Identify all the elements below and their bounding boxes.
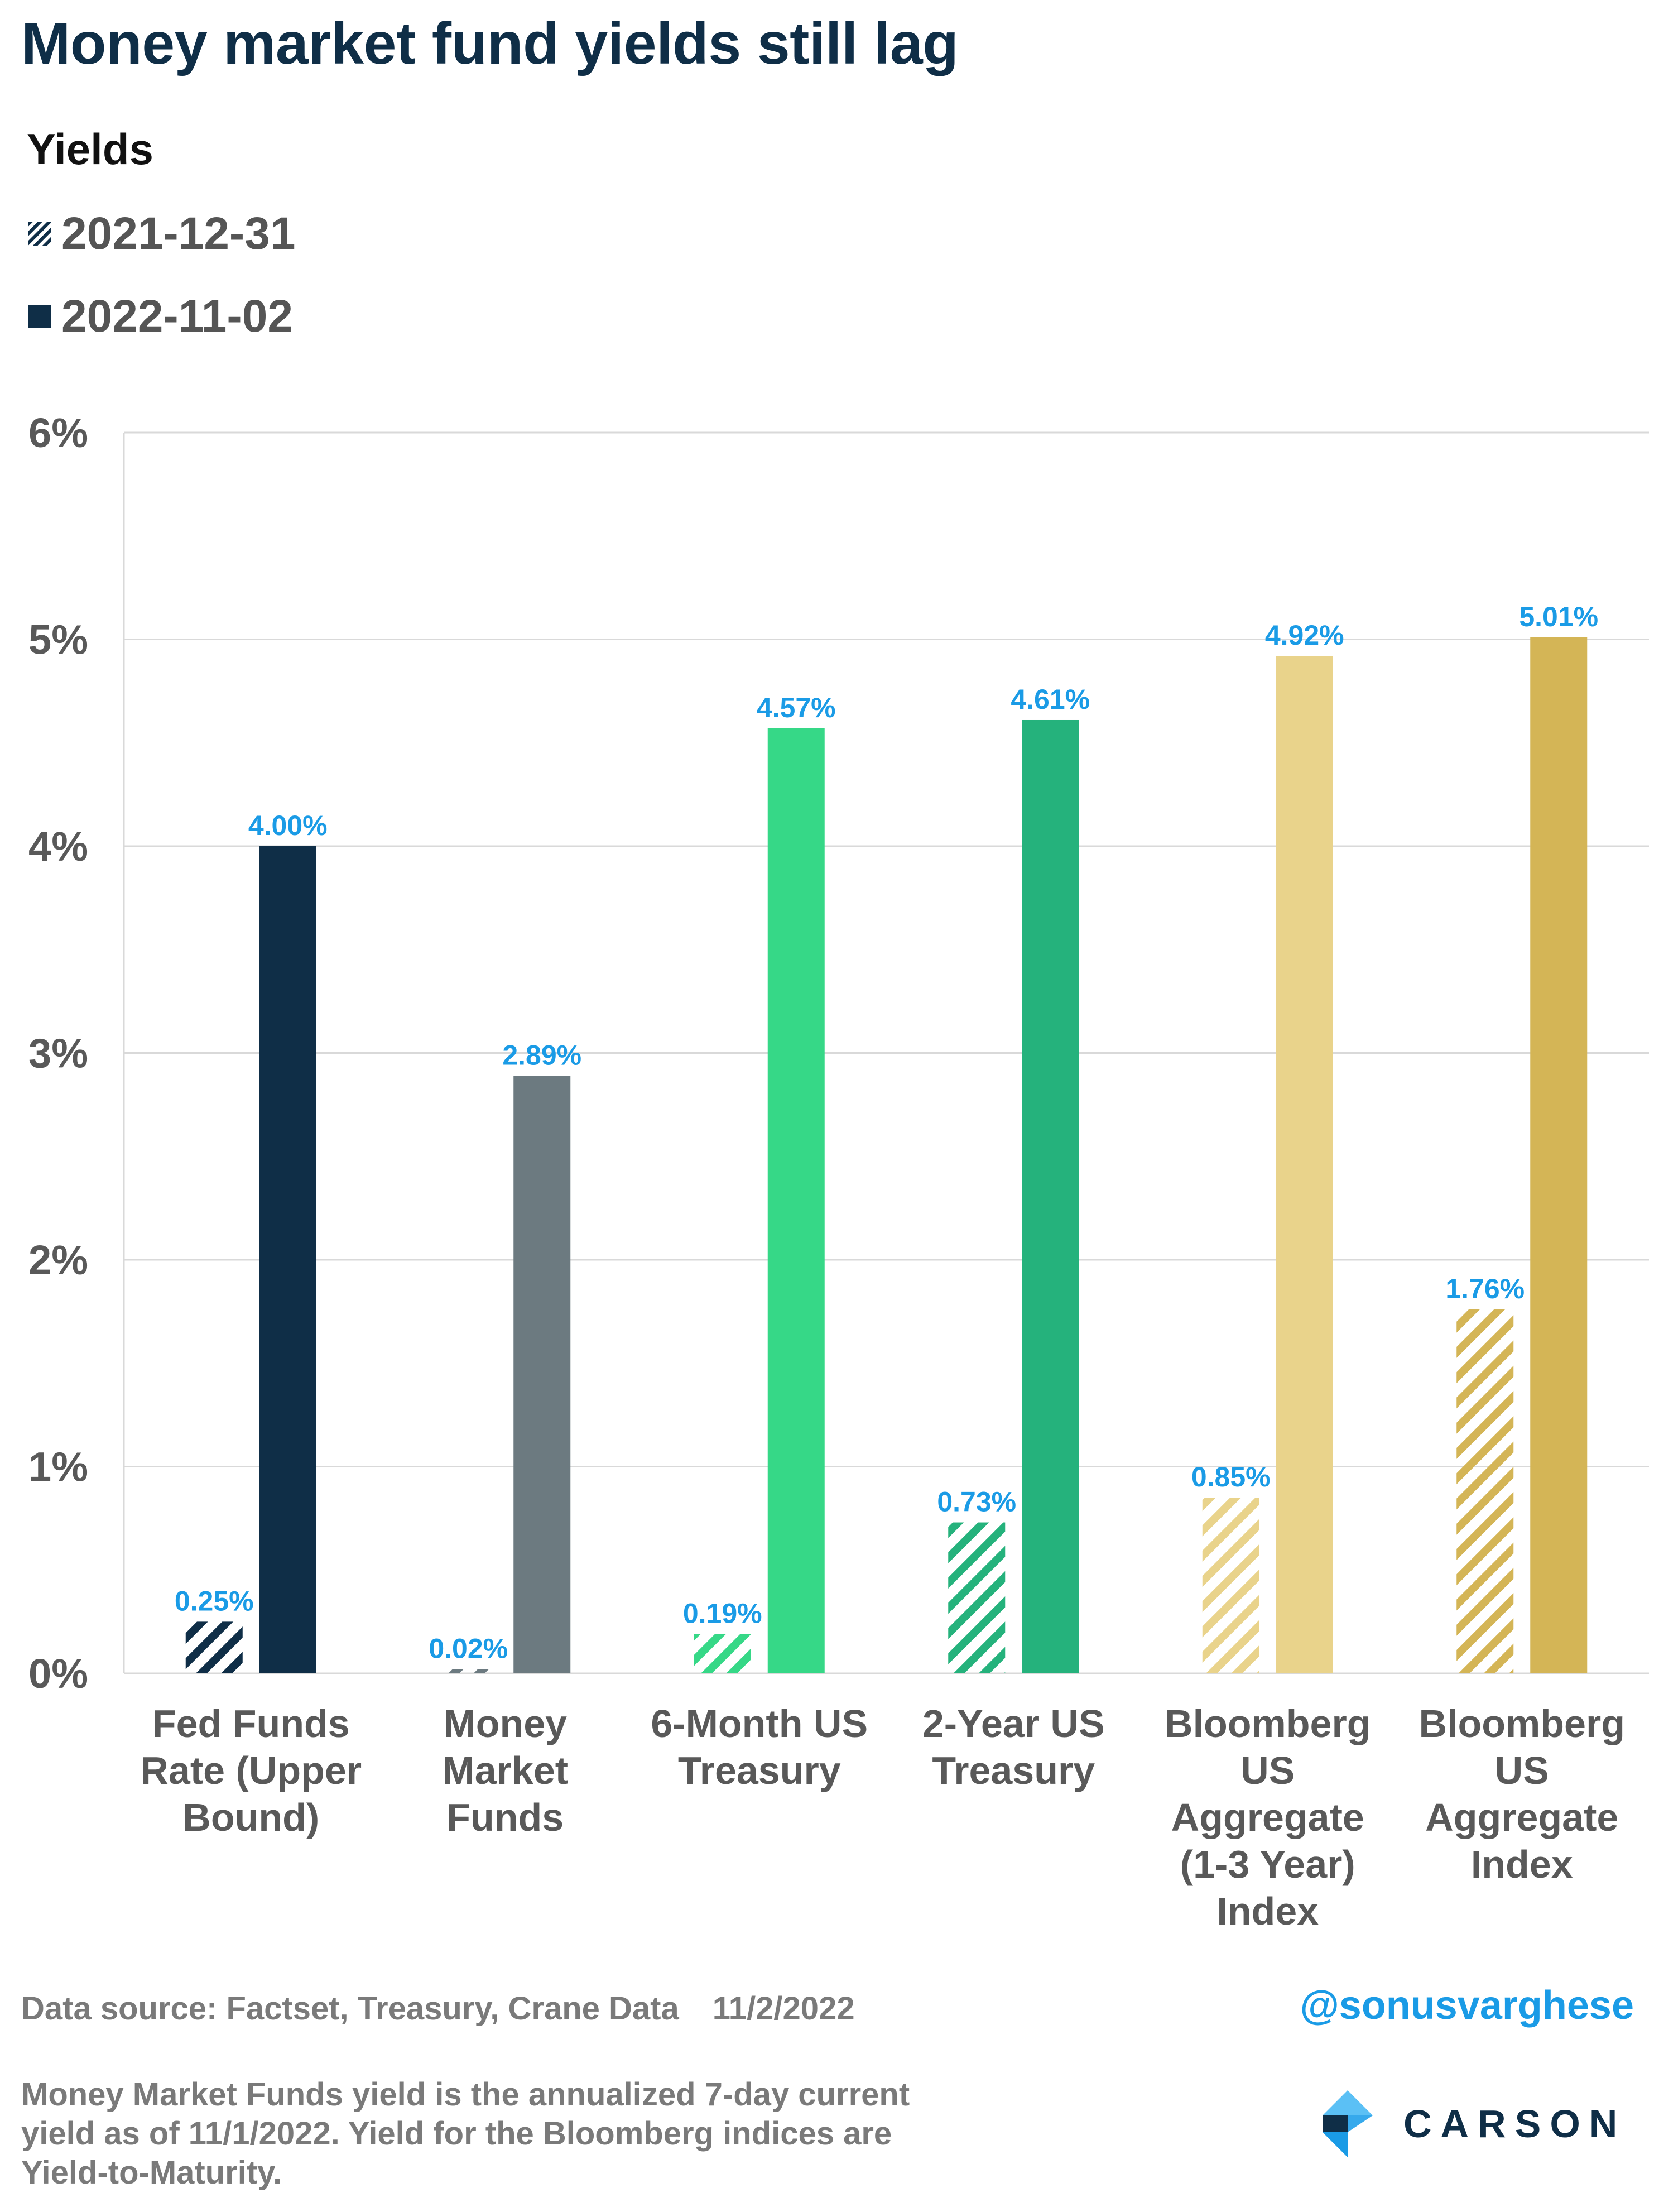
x-category-label: Fed Funds Rate (Upper Bound) xyxy=(140,1702,362,1839)
bar-2022 xyxy=(1276,656,1333,1673)
legend-label-2021: 2021-12-31 xyxy=(61,208,296,259)
footnote: Money Market Funds yield is the annualiz… xyxy=(21,2076,910,2191)
x-category-label: Money Market Funds xyxy=(442,1702,568,1839)
x-category-line: Index xyxy=(1471,1842,1573,1886)
logo-text: CARSON xyxy=(1403,2102,1627,2146)
y-tick-label: 5% xyxy=(28,617,88,663)
bar-2022 xyxy=(767,728,825,1673)
y-tick-label: 0% xyxy=(28,1650,88,1697)
bar-2022 xyxy=(259,846,316,1673)
value-label: 4.61% xyxy=(1011,684,1090,715)
bar-2021 xyxy=(948,1522,1006,1673)
bar-2021 xyxy=(1456,1309,1514,1673)
value-label: 0.85% xyxy=(1191,1461,1271,1493)
y-axis-ticks: 0% 1% 2% 3% 4% 5% 6% xyxy=(28,410,88,1697)
value-label: 4.57% xyxy=(757,692,836,723)
x-category-line: 6-Month US xyxy=(651,1702,868,1745)
x-axis-categories: Fed Funds Rate (Upper Bound) Money Market Fun… xyxy=(140,1702,1625,1933)
y-tick-label: 4% xyxy=(28,823,88,870)
x-category-line: Bloomberg xyxy=(1419,1702,1625,1745)
bars xyxy=(185,637,1588,1673)
bar-2021 xyxy=(1202,1498,1259,1673)
y-tick-label: 2% xyxy=(28,1237,88,1283)
x-category-line: Treasury xyxy=(678,1749,841,1792)
chart-subtitle: Yields xyxy=(27,124,153,174)
solid-swatch-icon xyxy=(28,305,51,328)
x-category-line: Market xyxy=(442,1749,568,1792)
value-label: 1.76% xyxy=(1445,1273,1525,1304)
x-category-label: 2-Year US Treasury xyxy=(922,1702,1105,1792)
bar-chart: 0% 1% 2% 3% 4% 5% 6% 0.25% 4.00% 0.02% 2.89% 0.19%… xyxy=(28,410,1649,1933)
twitter-handle[interactable]: @sonusvarghese xyxy=(1300,1983,1634,2028)
x-category-line: Funds xyxy=(446,1796,564,1839)
x-category-line: Bloomberg xyxy=(1165,1702,1371,1745)
bar-2022 xyxy=(513,1076,571,1673)
x-category-line: Fed Funds xyxy=(152,1702,350,1745)
value-label: 4.00% xyxy=(248,810,328,841)
x-category-line: Bound) xyxy=(182,1796,319,1839)
x-category-label: Bloomberg US Aggregate (1-3 Year) Index xyxy=(1165,1702,1371,1933)
carson-logo: CARSON xyxy=(1317,2090,1626,2157)
y-tick-label: 3% xyxy=(28,1030,88,1077)
bar-2021 xyxy=(185,1621,243,1673)
carson-logo-icon xyxy=(1323,2090,1373,2157)
x-category-line: 2-Year US xyxy=(922,1702,1105,1745)
bar-2021 xyxy=(694,1634,751,1673)
data-source: Data source: Factset, Treasury, Crane Da… xyxy=(21,1990,855,2027)
x-category-line: Rate (Upper xyxy=(140,1749,362,1792)
legend-label-2022: 2022-11-02 xyxy=(61,291,293,342)
value-label: 0.25% xyxy=(175,1585,254,1616)
value-labels: 0.25% 4.00% 0.02% 2.89% 0.19% 4.57% 0.73% 4.61%… xyxy=(175,601,1598,1664)
x-category-line: Money xyxy=(443,1702,567,1745)
value-label: 4.92% xyxy=(1265,620,1344,651)
x-category-line: Aggregate xyxy=(1425,1796,1618,1839)
x-category-line: US xyxy=(1495,1749,1549,1792)
legend-item-2021: 2021-12-31 xyxy=(28,208,295,260)
bar-2022 xyxy=(1022,719,1079,1673)
value-label: 0.02% xyxy=(429,1633,508,1664)
x-category-label: Bloomberg US Aggregate Index xyxy=(1419,1702,1625,1886)
value-label: 5.01% xyxy=(1519,601,1598,632)
x-category-line: Treasury xyxy=(932,1749,1095,1792)
value-label: 2.89% xyxy=(502,1039,581,1071)
x-category-line: Index xyxy=(1216,1889,1319,1933)
x-category-line: Aggregate xyxy=(1171,1796,1364,1839)
gridlines xyxy=(123,431,1649,1674)
bar-2021 xyxy=(440,1669,497,1673)
chart-title: Money market fund yields still lag xyxy=(21,11,959,76)
y-tick-label: 6% xyxy=(28,410,88,456)
x-category-line: (1-3 Year) xyxy=(1180,1842,1355,1886)
hatched-swatch-icon xyxy=(28,222,51,246)
source-date: 11/2/2022 xyxy=(712,1990,855,2027)
bar-2022 xyxy=(1530,637,1588,1673)
value-label: 0.19% xyxy=(683,1598,762,1629)
x-category-label: 6-Month US Treasury xyxy=(651,1702,868,1792)
x-category-line: US xyxy=(1240,1749,1295,1792)
value-label: 0.73% xyxy=(937,1486,1016,1518)
legend-item-2022: 2022-11-02 xyxy=(28,290,293,343)
source-text: Data source: Factset, Treasury, Crane Da… xyxy=(21,1990,679,2027)
y-tick-label: 1% xyxy=(28,1444,88,1490)
